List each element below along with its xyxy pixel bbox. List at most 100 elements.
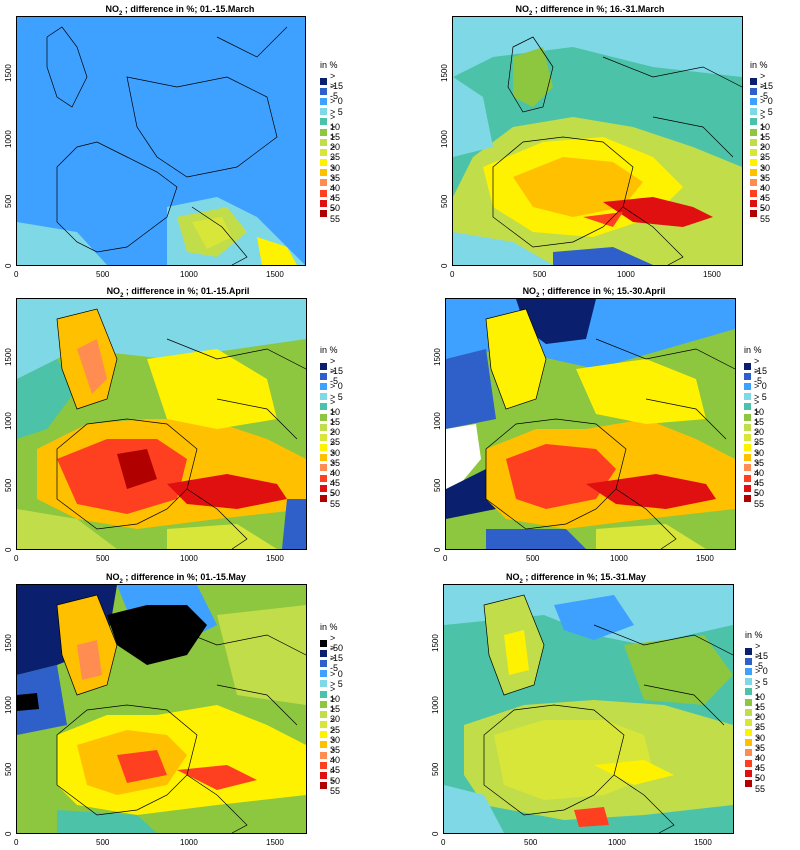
legend-label: > 30 (755, 722, 766, 743)
legend-label: > 50 (330, 478, 341, 499)
legend-label: > 0 (330, 668, 343, 679)
legend-swatch (750, 97, 757, 105)
legend-swatch (320, 382, 327, 390)
legend-label: > 55 (330, 488, 341, 509)
legend-entry: > 5 (320, 679, 343, 689)
legend-swatch (744, 372, 751, 380)
legend-label: > 0 (330, 381, 343, 392)
legend-label: > 15 (330, 694, 341, 715)
legend-swatch (750, 179, 757, 187)
legend-entry: > 25 (750, 142, 773, 162)
legend-swatch (320, 433, 327, 441)
legend-swatch (750, 118, 757, 126)
legend-swatch (320, 444, 327, 452)
legend-entry: > 15 (744, 407, 767, 427)
y-tick: 0 (4, 263, 13, 268)
x-tick: 500 (96, 838, 110, 847)
legend-entry: > 0 (320, 96, 343, 106)
x-tick: 1500 (696, 554, 714, 563)
legend-label: > -15 (330, 643, 344, 664)
legend-entry: > 0 (320, 669, 343, 679)
legend-swatch (744, 464, 751, 472)
legend-entry: > 55 (750, 204, 773, 224)
legend-entry: > 50 (750, 193, 773, 213)
legend-label: > 45 (330, 183, 341, 204)
legend-swatch (320, 761, 327, 769)
map-plot (452, 16, 743, 266)
legend-label: > -50 (330, 633, 344, 654)
legend-swatch (750, 128, 757, 136)
legend-label: > 45 (330, 755, 341, 776)
legend-label: > 55 (754, 488, 765, 509)
legend-entry: > 45 (320, 183, 343, 203)
y-tick: 1000 (433, 412, 442, 430)
legend-label: > 30 (760, 152, 771, 173)
legend: in % > -15 > -5 > 0 > 5 > 10 > 15 > 20 > 25 > 30 >… (320, 345, 343, 509)
legend-entry: > 20 (320, 417, 343, 437)
legend-label: > 25 (330, 427, 341, 448)
legend-label: > 50 (754, 478, 765, 499)
legend-entry: > 0 (750, 96, 773, 106)
legend-swatch (744, 433, 751, 441)
legend-label: > 5 (330, 106, 343, 117)
x-tick: 1000 (180, 838, 198, 847)
legend-swatch (320, 118, 327, 126)
legend-swatch (320, 690, 327, 698)
y-tick: 0 (4, 831, 13, 836)
legend-entry: > 5 (745, 677, 768, 687)
legend-entry: > 30 (320, 725, 343, 745)
map-plot (16, 16, 306, 266)
legend-label: > 35 (330, 447, 341, 468)
x-tick: 0 (450, 270, 455, 279)
panel-title: NO2 ; difference in %; 01.-15.April (106, 286, 250, 299)
legend-label: > 20 (330, 417, 341, 438)
legend-entry: > -15 (320, 71, 343, 91)
legend-swatch (750, 138, 757, 146)
legend-entry: > 20 (745, 702, 768, 722)
x-tick: 1500 (266, 838, 284, 847)
legend-swatch (750, 210, 757, 218)
legend-swatch (744, 423, 751, 431)
y-tick: 1500 (433, 348, 442, 366)
legend-swatch (320, 199, 327, 207)
legend-label: > 25 (330, 142, 341, 163)
legend-entry: > 40 (745, 743, 768, 763)
legend-entry: > 40 (320, 458, 343, 478)
legend-entry: > -15 (750, 71, 773, 91)
legend-entry: > -5 (744, 366, 767, 386)
legend-label: > 40 (760, 172, 771, 193)
legend-swatch (745, 647, 752, 655)
legend-label: > 25 (755, 712, 766, 733)
legend-label: > 20 (754, 417, 765, 438)
x-tick: 0 (14, 838, 19, 847)
y-tick: 500 (4, 478, 13, 492)
legend-swatch (745, 780, 752, 788)
legend-entry: > 45 (750, 183, 773, 203)
x-tick: 1000 (180, 270, 198, 279)
legend: in % > -15 > -5 > 0 > 5 > 10 > 15 > 20 > 25 > 30 >… (745, 630, 768, 794)
legend-swatch (744, 362, 751, 370)
y-tick: 0 (431, 831, 440, 836)
legend-swatch (750, 199, 757, 207)
x-tick: 0 (14, 554, 19, 563)
map-plot (16, 584, 307, 834)
x-tick: 500 (533, 270, 547, 279)
legend-swatch (744, 403, 751, 411)
legend-swatch (320, 680, 327, 688)
legend-entry: > 45 (320, 755, 343, 775)
x-tick: 1000 (617, 270, 635, 279)
legend-label: > -15 (754, 356, 768, 377)
legend-label: > 50 (755, 763, 766, 784)
legend-swatch (320, 721, 327, 729)
legend-entry: > 40 (320, 173, 343, 193)
legend-swatch (320, 87, 327, 95)
y-tick: 0 (440, 263, 449, 268)
legend-swatch (745, 739, 752, 747)
legend-swatch (744, 393, 751, 401)
legend-swatch (320, 474, 327, 482)
legend-label: > -5 (755, 651, 764, 672)
legend-label: > 0 (330, 96, 343, 107)
legend-swatch (320, 670, 327, 678)
legend-entry: > 10 (744, 397, 767, 417)
x-tick: 1500 (266, 270, 284, 279)
